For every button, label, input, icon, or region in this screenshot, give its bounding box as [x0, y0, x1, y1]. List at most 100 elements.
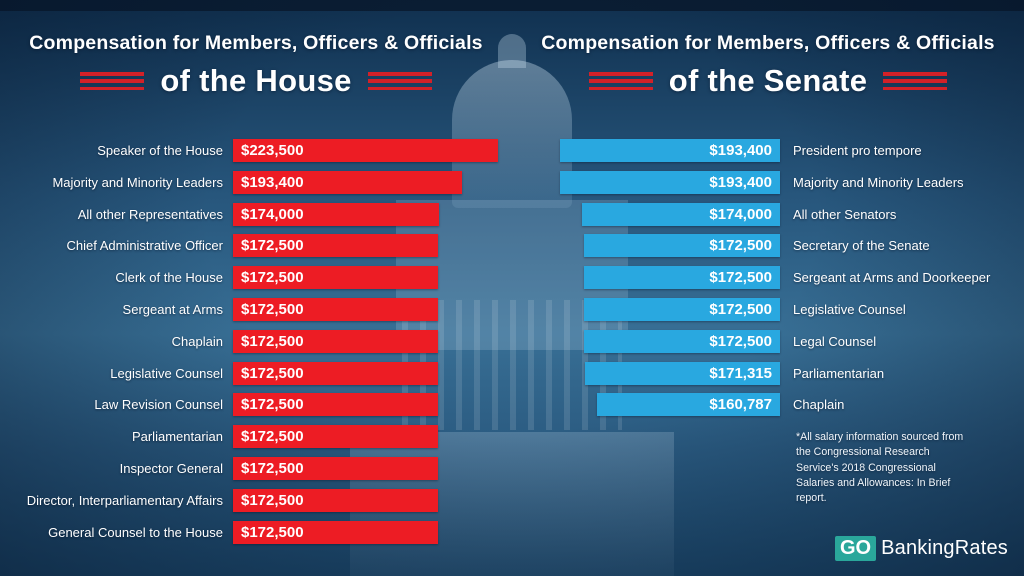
house-row: Clerk of the House $172,500 — [0, 266, 512, 290]
bar-slot: $193,400 — [512, 170, 780, 194]
bar-value: $160,787 — [709, 396, 772, 414]
value-bar: $172,500 — [233, 361, 438, 385]
value-bar: $193,400 — [560, 170, 780, 194]
bar-slot: $193,400 — [512, 139, 780, 162]
value-bar: $172,500 — [233, 456, 438, 480]
senate-header: Compensation for Members, Officers & Off… — [512, 32, 1024, 99]
value-bar: $172,500 — [233, 234, 438, 258]
bar-value: $193,400 — [709, 173, 772, 191]
senate-row: $193,400 Majority and Minority Leaders — [512, 170, 1024, 194]
value-bar: $172,500 — [233, 297, 438, 321]
row-label: Legal Counsel — [793, 333, 877, 349]
house-row: Chief Administrative Officer $172,500 — [0, 234, 512, 258]
logo-wordmark: BankingRates — [881, 537, 1008, 559]
row-label: Sergeant at Arms and Doorkeeper — [793, 270, 991, 286]
row-label: Secretary of the Senate — [793, 238, 930, 254]
row-label: Inspector General — [119, 460, 223, 476]
senate-row: $172,500 Legal Counsel — [512, 329, 1024, 353]
stripe-decoration — [80, 72, 145, 90]
value-bar: $193,400 — [560, 139, 780, 162]
house-row: Chaplain $172,500 — [0, 329, 512, 353]
house-row: Majority and Minority Leaders $193,400 — [0, 170, 512, 194]
house-chart-rows: Speaker of the House $223,500 Majority and… — [0, 139, 512, 544]
bar-slot: $172,500 — [512, 234, 780, 258]
value-bar: $172,500 — [584, 329, 780, 353]
house-row: Parliamentarian $172,500 — [0, 425, 512, 449]
row-label: Sergeant at Arms — [122, 301, 223, 317]
house-row: General Counsel to the House $172,500 — [0, 520, 512, 544]
value-bar: $172,500 — [584, 266, 780, 290]
bar-value: $172,500 — [241, 396, 304, 414]
value-bar: $172,500 — [233, 520, 438, 544]
bar-value: $174,000 — [241, 205, 304, 223]
bar-slot: $171,315 — [512, 361, 780, 385]
value-bar: $172,500 — [584, 297, 780, 321]
value-bar: $172,500 — [584, 234, 780, 258]
row-label: Legislative Counsel — [110, 365, 223, 381]
logo-go-mark: GO — [834, 536, 877, 561]
senate-row: $160,787 Chaplain — [512, 393, 1024, 417]
value-bar: $223,500 — [233, 139, 498, 162]
row-label: Majority and Minority Leaders — [52, 174, 223, 190]
value-bar: $160,787 — [597, 393, 780, 417]
bar-value: $172,500 — [241, 523, 304, 541]
bar-value: $171,315 — [709, 364, 772, 382]
value-bar: $172,500 — [233, 425, 438, 449]
source-footnote: *All salary information sourced from the… — [796, 431, 964, 505]
row-label: General Counsel to the House — [48, 524, 223, 540]
bar-value: $172,500 — [241, 491, 304, 509]
row-label: Legislative Counsel — [793, 301, 906, 317]
row-label: All other Representatives — [77, 206, 223, 222]
senate-row: $172,500 Legislative Counsel — [512, 297, 1024, 321]
bar-value: $172,500 — [709, 237, 772, 255]
value-bar: $174,000 — [582, 202, 780, 226]
bar-value: $172,500 — [241, 364, 304, 382]
stripe-decoration — [367, 72, 432, 90]
senate-row: $172,500 Sergeant at Arms and Doorkeeper — [512, 266, 1024, 290]
bar-value: $172,500 — [241, 332, 304, 350]
senate-chart-rows: $193,400 President pro tempore $193,400 Maj… — [512, 139, 1024, 417]
house-row: Legislative Counsel $172,500 — [0, 361, 512, 385]
bar-value: $172,500 — [709, 300, 772, 318]
row-label: All other Senators — [793, 206, 897, 222]
bar-value: $193,400 — [709, 142, 772, 159]
bar-value: $172,500 — [241, 459, 304, 477]
value-bar: $172,500 — [233, 488, 438, 512]
top-dark-band — [0, 0, 1024, 11]
bar-value: $172,500 — [241, 269, 304, 287]
bar-value: $172,500 — [709, 269, 772, 287]
row-label: Chaplain — [171, 333, 223, 349]
bar-slot: $172,500 — [512, 329, 780, 353]
row-label: Chief Administrative Officer — [66, 238, 223, 254]
senate-row: $174,000 All other Senators — [512, 202, 1024, 226]
value-bar: $171,315 — [585, 361, 780, 385]
bar-slot: $172,500 — [512, 297, 780, 321]
bar-slot: $172,500 — [512, 266, 780, 290]
stripe-decoration — [883, 72, 948, 90]
senate-row: $171,315 Parliamentarian — [512, 361, 1024, 385]
senate-row: $193,400 President pro tempore — [512, 139, 1024, 162]
row-label: Clerk of the House — [115, 270, 223, 286]
bar-value: $172,500 — [709, 332, 772, 350]
house-row: Speaker of the House $223,500 — [0, 139, 512, 162]
bar-value: $172,500 — [241, 300, 304, 318]
row-label: President pro tempore — [793, 143, 922, 158]
value-bar: $172,500 — [233, 393, 438, 417]
row-label: Director, Interparliamentary Affairs — [26, 492, 223, 508]
bar-slot: $174,000 — [512, 202, 780, 226]
house-row: Director, Interparliamentary Affairs $172… — [0, 488, 512, 512]
bar-slot: $160,787 — [512, 393, 780, 417]
senate-row: $172,500 Secretary of the Senate — [512, 234, 1024, 258]
house-row: Law Revision Counsel $172,500 — [0, 393, 512, 417]
row-label: Parliamentarian — [793, 365, 885, 381]
row-label: Speaker of the House — [97, 143, 223, 158]
row-label: Law Revision Counsel — [94, 397, 223, 413]
house-row: Sergeant at Arms $172,500 — [0, 297, 512, 321]
bar-value: $172,500 — [241, 428, 304, 446]
row-label: Majority and Minority Leaders — [793, 174, 964, 190]
value-bar: $193,400 — [233, 170, 462, 194]
house-title-line2: of the House — [160, 63, 352, 98]
row-label: Parliamentarian — [131, 429, 223, 445]
stripe-decoration — [588, 72, 653, 90]
